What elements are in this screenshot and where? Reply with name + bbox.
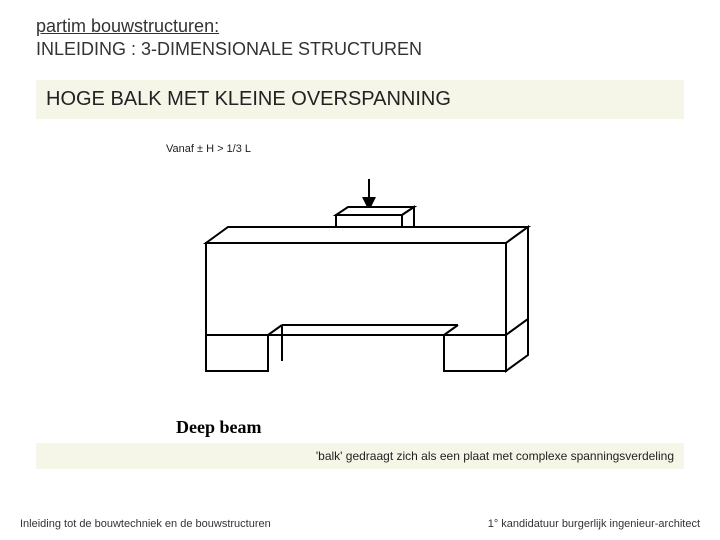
slide-header: partim bouwstructuren: INLEIDING : 3-DIM… <box>0 0 720 60</box>
footer-right: 1° kandidatuur burgerlijk ingenieur-arch… <box>488 518 700 530</box>
title-bar: HOGE BALK MET KLEINE OVERSPANNING <box>36 80 684 119</box>
deep-beam-svg <box>176 179 556 399</box>
footer-left: Inleiding tot de bouwtechniek en de bouw… <box>20 518 271 530</box>
header-line-1: partim bouwstructuren: <box>36 16 720 37</box>
header-line-2: INLEIDING : 3-DIMENSIONALE STRUCTUREN <box>36 39 720 60</box>
slide-footer: Inleiding tot de bouwtechniek en de bouw… <box>0 518 720 530</box>
explanation-bar: 'balk' gedraagt zich als een plaat met c… <box>36 443 684 469</box>
deep-beam-diagram <box>176 179 556 399</box>
diagram-label: Deep beam <box>176 417 261 438</box>
formula-text: Vanaf ± H > 1/3 L <box>166 143 251 155</box>
content-area: Vanaf ± H > 1/3 L <box>36 129 684 469</box>
